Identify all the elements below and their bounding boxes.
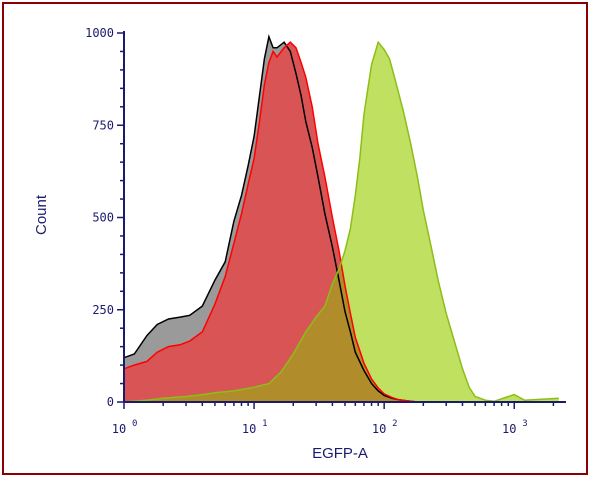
axes-layer: 0 250 500 750 1000 10 0 10 1 10 2 10 3 xyxy=(85,26,566,436)
y-tick-label: 750 xyxy=(92,118,114,132)
x-tick-exponent: 0 xyxy=(132,419,137,429)
x-tick-label: 10 xyxy=(372,422,386,436)
y-tick-label: 0 xyxy=(107,395,114,409)
series-1-line xyxy=(123,34,418,403)
x-tick-label: 10 xyxy=(112,422,126,436)
x-axis-title: EGFP-A xyxy=(312,445,368,462)
x-tick-exponent: 2 xyxy=(392,419,397,429)
y-axis-title: Count xyxy=(33,194,50,235)
x-tick-label: 10 xyxy=(242,422,256,436)
series-3-line xyxy=(123,40,559,403)
series-2-line xyxy=(123,41,418,403)
x-tick-label: 10 xyxy=(502,422,516,436)
y-tick-label: 500 xyxy=(92,211,114,225)
y-tick-label: 250 xyxy=(92,303,114,317)
x-tick-exponent: 3 xyxy=(522,419,527,429)
x-tick-exponent: 1 xyxy=(262,419,267,429)
y-tick-label: 1000 xyxy=(85,26,114,40)
